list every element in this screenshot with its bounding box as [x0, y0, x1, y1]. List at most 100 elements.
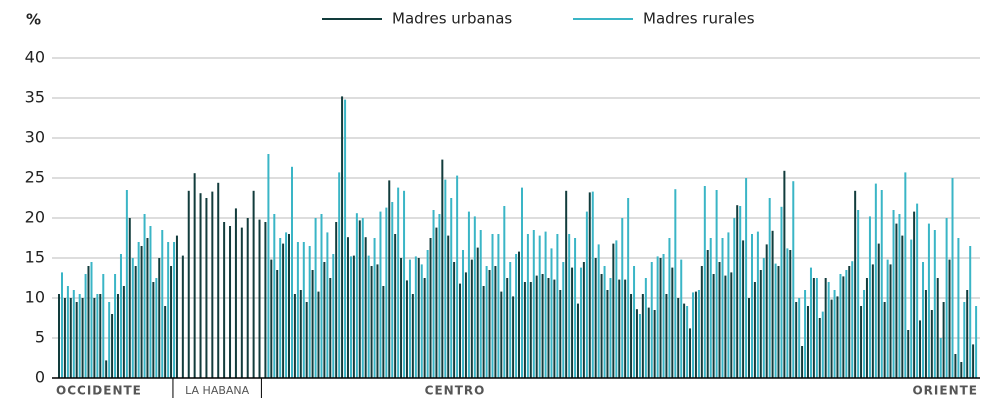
bar — [615, 240, 618, 378]
bar — [344, 99, 347, 378]
bar — [149, 226, 152, 378]
bar — [291, 166, 293, 378]
bar — [211, 191, 214, 378]
y-tick-label: 20 — [25, 208, 45, 227]
bar — [264, 222, 267, 378]
bar — [273, 214, 276, 378]
bar — [677, 298, 680, 378]
bar — [296, 242, 299, 378]
bar — [836, 296, 839, 378]
legend-label: Madres urbanas — [392, 10, 512, 28]
bar — [87, 266, 90, 378]
bar — [323, 262, 326, 378]
y-tick-label: 5 — [35, 328, 45, 347]
bar — [282, 243, 285, 378]
bar — [624, 279, 627, 378]
bar — [759, 270, 762, 378]
bar — [960, 362, 963, 378]
bar — [806, 306, 809, 378]
bar — [423, 278, 426, 378]
bar — [821, 311, 824, 378]
bar — [137, 242, 140, 378]
bar — [388, 180, 391, 378]
bar — [544, 231, 547, 378]
bar — [951, 178, 954, 378]
bar — [774, 263, 777, 378]
bar — [58, 294, 60, 378]
bar — [647, 307, 650, 378]
bar — [63, 298, 66, 378]
bar — [523, 282, 526, 378]
bar — [851, 261, 854, 378]
bar — [559, 290, 562, 378]
bar — [718, 262, 721, 378]
bar — [102, 274, 105, 378]
bar — [576, 303, 579, 378]
bar — [346, 237, 349, 378]
bar — [403, 190, 406, 378]
bar — [916, 203, 919, 378]
bar — [447, 235, 450, 378]
bar — [444, 179, 447, 378]
bar — [358, 220, 361, 378]
bar — [600, 274, 603, 378]
y-tick-label: 0 — [35, 368, 45, 387]
bar — [768, 198, 771, 378]
bar — [506, 278, 509, 378]
bar — [721, 238, 724, 378]
bar — [75, 302, 78, 378]
bar — [644, 278, 647, 378]
bar — [488, 270, 491, 378]
bar — [706, 250, 709, 378]
bar — [742, 240, 745, 378]
bar — [653, 310, 656, 378]
bar — [518, 251, 520, 378]
bar — [945, 218, 948, 378]
bar — [167, 242, 170, 378]
bar — [924, 290, 927, 378]
bar — [158, 258, 161, 378]
bar — [650, 262, 653, 378]
bar — [936, 278, 939, 378]
bar — [665, 294, 668, 378]
bar — [164, 306, 167, 378]
bar — [739, 206, 742, 378]
bar — [338, 172, 341, 378]
region-label: ORIENTE — [912, 384, 978, 398]
bar — [462, 250, 465, 378]
bar — [128, 218, 131, 378]
bar — [753, 282, 756, 378]
bar — [686, 306, 689, 378]
bar — [892, 210, 895, 378]
bar — [432, 210, 435, 378]
bar — [621, 218, 624, 378]
bar — [662, 254, 665, 378]
bar — [724, 275, 727, 378]
bar — [579, 267, 582, 378]
bar — [497, 234, 500, 378]
bar — [756, 231, 759, 378]
bar — [299, 290, 302, 378]
bar — [332, 254, 335, 378]
bar — [329, 278, 332, 378]
bar — [66, 286, 69, 378]
bar — [692, 292, 695, 378]
bar — [512, 296, 515, 378]
bar — [335, 222, 338, 378]
bar — [99, 294, 102, 378]
bar — [857, 210, 860, 378]
bar — [762, 258, 765, 378]
bar — [556, 234, 559, 378]
bar — [494, 266, 497, 378]
bar — [385, 207, 388, 378]
bar — [751, 234, 753, 378]
bar — [942, 302, 945, 378]
bar — [880, 190, 883, 378]
bar — [818, 318, 821, 378]
bar — [898, 214, 901, 378]
bar — [972, 344, 975, 378]
bar — [482, 286, 485, 378]
bar — [114, 274, 117, 378]
bar — [930, 310, 933, 378]
bar — [804, 290, 807, 378]
